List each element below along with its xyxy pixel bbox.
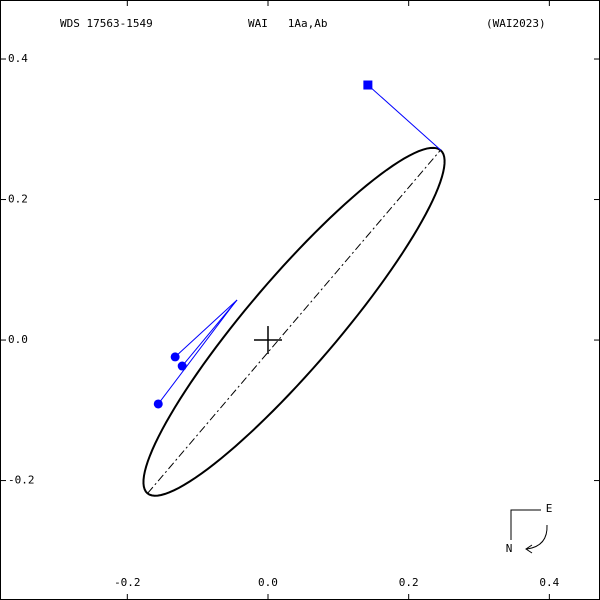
y-tick-label: -0.2 <box>8 474 35 487</box>
observation <box>177 361 187 371</box>
residual-line <box>367 84 442 151</box>
compass-arrowhead <box>525 544 533 554</box>
y-tick-label: 0.2 <box>8 193 28 206</box>
compass: E N <box>506 502 553 555</box>
x-tick-label: 0.0 <box>258 576 278 589</box>
x-tick-label: -0.2 <box>114 576 141 589</box>
compass-east: E <box>546 502 553 515</box>
residual-line <box>157 301 237 405</box>
y-tick-label: 0.0 <box>8 333 28 346</box>
compass-arrow <box>526 524 548 550</box>
observation <box>363 80 373 90</box>
y-tick-label: 0.4 <box>8 52 28 65</box>
header-left: WDS 17563-1549 <box>60 17 153 30</box>
header-center: WAI 1Aa,Ab <box>248 17 327 30</box>
observation <box>170 352 180 362</box>
residual-line <box>174 299 238 358</box>
orbit <box>142 146 446 497</box>
compass-arms <box>510 509 541 540</box>
x-tick-label: 0.4 <box>539 576 559 589</box>
header-right: (WAI2023) <box>486 17 546 30</box>
compass-north: N <box>506 542 513 555</box>
x-tick-label: 0.2 <box>399 576 419 589</box>
line-of-apsides <box>147 150 441 494</box>
observation <box>153 399 163 409</box>
